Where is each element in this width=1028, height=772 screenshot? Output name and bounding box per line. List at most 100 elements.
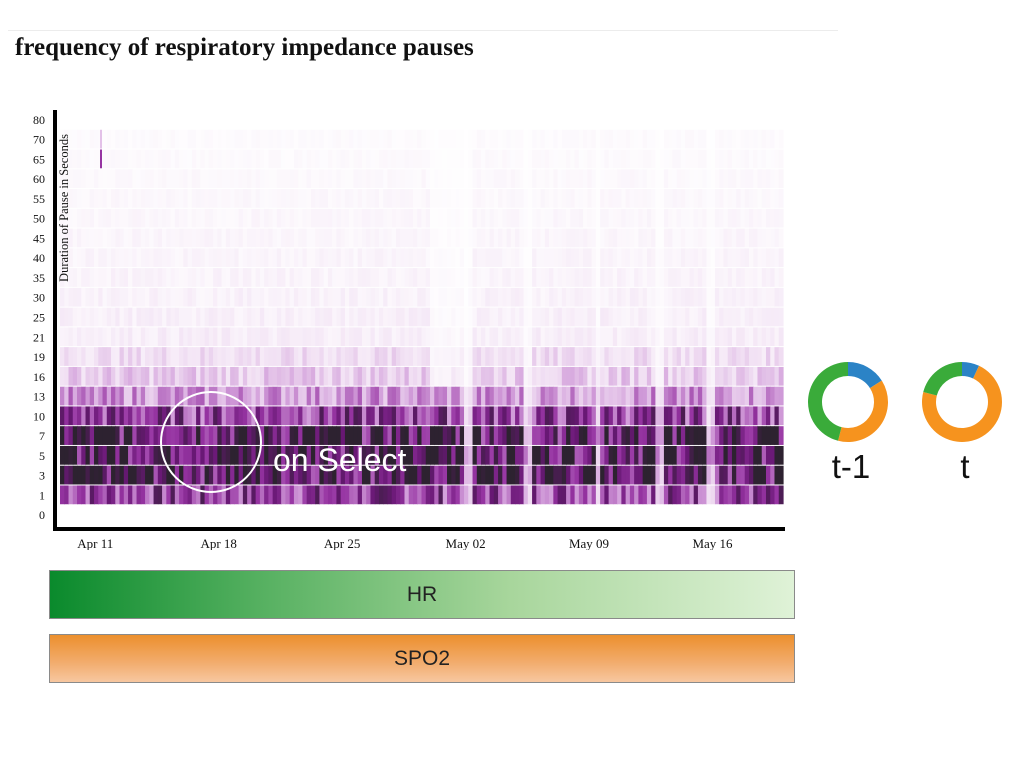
heatmap-cell <box>119 485 125 505</box>
heatmap-cell <box>519 169 525 189</box>
heatmap-cell <box>553 268 559 287</box>
heatmap-cell <box>319 347 325 366</box>
heatmap-cell <box>281 248 286 268</box>
donut-chart-t-minus-1[interactable] <box>802 359 900 447</box>
heatmap-cell <box>217 386 223 406</box>
donut-slice-blue[interactable] <box>962 362 980 379</box>
heatmap-cell <box>378 386 384 406</box>
heatmap-cell <box>719 208 725 228</box>
heatmap-cell <box>85 465 91 485</box>
heatmap-cell <box>459 189 465 208</box>
heatmap-cell <box>485 208 491 228</box>
heatmap-cell <box>293 169 299 189</box>
heatmap-cell <box>132 386 138 406</box>
donut-chart-t[interactable] <box>916 359 1014 447</box>
heatmap-cell <box>319 366 325 386</box>
heatmap-cell <box>344 287 350 307</box>
heatmap-cell <box>544 465 550 485</box>
heatmap-cell <box>412 366 418 386</box>
heatmap-cell <box>561 426 567 445</box>
heatmap-cell <box>136 465 142 485</box>
heatmap-cell <box>493 189 499 208</box>
heatmap-cell <box>293 406 299 426</box>
donut-slice-blue[interactable] <box>848 362 882 389</box>
heatmap-cell <box>638 386 644 406</box>
heatmap-cell <box>221 485 227 505</box>
heatmap-cell <box>306 149 312 169</box>
heatmap-cell <box>395 485 401 505</box>
donut-slice-orange[interactable] <box>838 380 888 442</box>
heatmap-cell <box>264 287 269 307</box>
heatmap-cell <box>60 406 65 426</box>
heatmap-cell <box>612 445 618 465</box>
heatmap-cell <box>221 129 227 149</box>
heatmap-cell <box>374 386 380 406</box>
heatmap-cell <box>583 485 588 505</box>
heatmap-cell <box>625 189 631 208</box>
heatmap-cell <box>391 426 397 445</box>
donut-slice-orange[interactable] <box>922 365 1002 442</box>
heatmap-cell <box>344 208 350 228</box>
heatmap-cell <box>544 347 550 366</box>
heatmap-cell <box>179 129 184 149</box>
heatmap-cell <box>527 327 533 347</box>
heatmap-cell <box>663 307 669 327</box>
heatmap-cell <box>498 327 503 347</box>
donut-slice-green[interactable] <box>808 362 848 441</box>
heatmap-cells[interactable] <box>60 129 784 505</box>
heatmap-cell <box>94 465 99 485</box>
heatmap-cell <box>595 386 601 406</box>
heatmap-cell <box>765 208 771 228</box>
heatmap-cell <box>115 268 121 287</box>
heatmap-cell <box>166 169 172 189</box>
heatmap-cell <box>255 208 261 228</box>
selection-circle[interactable] <box>160 391 262 493</box>
heatmap-cell <box>438 406 444 426</box>
heatmap-cell <box>357 366 363 386</box>
heatmap-cell <box>617 426 622 445</box>
heatmap-cell <box>689 406 695 426</box>
spo2-bar[interactable]: SPO2 <box>49 634 795 683</box>
heatmap-cell <box>621 485 627 505</box>
heatmap-cell <box>634 327 639 347</box>
heatmap-cell <box>319 386 325 406</box>
heatmap-cell <box>319 485 325 505</box>
heatmap-cell <box>391 268 397 287</box>
heatmap-cell <box>583 445 588 465</box>
heatmap-cell <box>302 149 308 169</box>
heatmap-cell <box>264 485 269 505</box>
heatmap-cell <box>179 208 184 228</box>
heatmap-cell <box>676 445 682 465</box>
heatmap-cell <box>468 347 474 366</box>
heatmap-cell <box>319 327 325 347</box>
heatmap-cell <box>566 406 571 426</box>
heatmap-cell <box>591 307 597 327</box>
heatmap-cell <box>366 327 372 347</box>
heatmap-cell <box>225 386 231 406</box>
heatmap-cell <box>646 189 652 208</box>
donut-slice-green[interactable] <box>923 362 962 396</box>
heatmap-cell <box>81 426 87 445</box>
heatmap-cell <box>736 268 742 287</box>
heatmap-cell <box>400 485 406 505</box>
heatmap-cell <box>438 445 444 465</box>
heatmap-cell <box>179 426 184 445</box>
heatmap-cell <box>697 406 703 426</box>
heatmap-cell <box>387 485 393 505</box>
heatmap-cell <box>587 327 593 347</box>
heatmap-cell <box>481 327 486 347</box>
heatmap-cell <box>459 327 465 347</box>
heatmap-cell <box>106 366 112 386</box>
heatmap-cell <box>412 406 418 426</box>
heatmap-cell <box>519 406 525 426</box>
hr-bar[interactable]: HR <box>49 570 795 619</box>
heatmap-cell <box>519 129 525 149</box>
heatmap-cell <box>102 287 108 307</box>
heatmap-cell <box>370 228 376 248</box>
heatmap-cell <box>485 307 491 327</box>
heatmap-cell <box>532 268 537 287</box>
heatmap-cell <box>519 287 525 307</box>
heatmap-cell <box>344 386 350 406</box>
heatmap-cell <box>383 129 389 149</box>
